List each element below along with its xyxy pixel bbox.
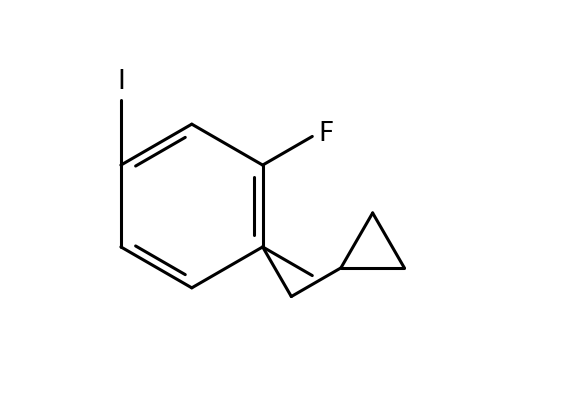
Text: F: F	[318, 122, 333, 147]
Text: I: I	[117, 69, 125, 95]
